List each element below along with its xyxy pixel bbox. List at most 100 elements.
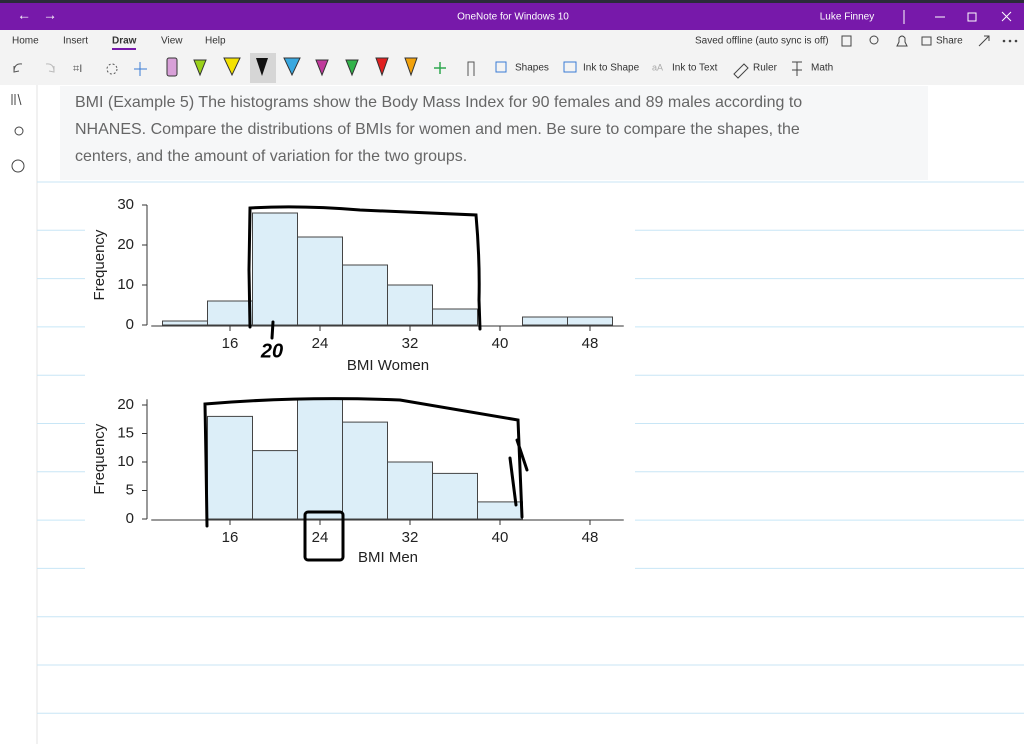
highlighter[interactable] xyxy=(223,57,241,77)
recent-icon[interactable] xyxy=(11,159,25,173)
histogram-bar xyxy=(342,264,388,326)
tool-label[interactable]: Math xyxy=(811,63,833,74)
y-tick-label: 10 xyxy=(117,453,134,470)
math-icon[interactable] xyxy=(792,61,802,76)
menu-tab[interactable]: Draw xyxy=(112,36,137,47)
question-box xyxy=(60,86,928,180)
fullscreen-icon[interactable] xyxy=(978,35,990,47)
share-button[interactable]: Share xyxy=(936,36,963,47)
pen-tray xyxy=(166,53,446,83)
x-axis-label: BMI Men xyxy=(358,549,418,566)
x-tick-label: 48 xyxy=(582,529,599,546)
notebook-icon[interactable] xyxy=(841,35,852,47)
y-tick-label: 20 xyxy=(117,396,134,413)
histogram-bar xyxy=(387,461,433,520)
tool-label[interactable]: Ruler xyxy=(753,63,778,74)
search-icon[interactable] xyxy=(14,126,24,136)
restore-button[interactable] xyxy=(967,12,977,22)
x-tick-label: 16 xyxy=(222,529,239,546)
histogram-bar xyxy=(252,212,298,326)
redo-button[interactable] xyxy=(45,63,55,73)
title-bar xyxy=(0,0,1024,30)
x-tick-label: 24 xyxy=(312,529,329,546)
pen[interactable] xyxy=(345,59,359,77)
window-title: OneNote for Windows 10 xyxy=(457,12,569,23)
notebooks-icon[interactable] xyxy=(11,93,22,106)
x-tick-label: 32 xyxy=(402,529,419,546)
pen[interactable] xyxy=(193,59,207,77)
undo-button[interactable] xyxy=(13,63,23,73)
tool-label: Ink to Text xyxy=(672,63,718,74)
tool-label[interactable]: Shapes xyxy=(515,63,549,74)
histogram-bar xyxy=(297,236,343,326)
shapes-icon[interactable] xyxy=(495,61,507,73)
y-tick-label: 10 xyxy=(117,276,134,293)
histogram-bar xyxy=(252,450,298,520)
space-icon[interactable] xyxy=(134,62,147,76)
histogram-bar xyxy=(207,300,253,326)
menu-bar: Home Insert Draw View Help xyxy=(12,36,226,47)
notifications-icon[interactable] xyxy=(896,35,908,47)
user-name[interactable]: Luke Finney xyxy=(820,12,874,23)
histogram-bar xyxy=(567,316,613,326)
x-tick-label: 40 xyxy=(492,335,509,352)
y-tick-label: 15 xyxy=(117,424,134,441)
lasso-icon[interactable] xyxy=(106,63,118,75)
touch-draw-icon[interactable] xyxy=(467,61,475,76)
menu-tab[interactable]: View xyxy=(161,36,183,47)
x-axis-label: BMI Women xyxy=(347,357,429,374)
histogram-bar xyxy=(297,398,343,520)
add-pen-button[interactable] xyxy=(434,62,446,74)
back-button[interactable]: ← xyxy=(17,7,31,23)
pen[interactable] xyxy=(404,57,418,77)
histogram-bar xyxy=(387,284,433,326)
y-axis-label: Frequency xyxy=(91,423,108,494)
type-select-icon[interactable]: ⌗I xyxy=(73,63,82,75)
histogram-bar xyxy=(342,421,388,520)
sync-status: Saved offline (auto sync is off) xyxy=(695,36,829,47)
x-tick-label: 16 xyxy=(222,335,239,352)
y-tick-label: 5 xyxy=(126,481,134,498)
histogram-bar xyxy=(207,415,253,520)
close-button[interactable] xyxy=(1001,11,1012,22)
x-tick-label: 32 xyxy=(402,335,419,352)
more-button[interactable] xyxy=(1002,39,1018,43)
ink-annotation: 20 xyxy=(260,340,283,362)
pen[interactable] xyxy=(375,57,389,77)
histogram-bar xyxy=(162,320,208,326)
tool-labels: Shapes Ink to Shape Ink to Text Ruler Math xyxy=(515,63,833,74)
ink-to-text-icon: aA xyxy=(652,62,663,72)
menu-tab[interactable]: Insert xyxy=(63,36,88,47)
y-axis-label: Frequency xyxy=(91,229,108,300)
y-tick-label: 20 xyxy=(117,236,134,253)
top-strip xyxy=(0,0,1024,3)
ink-bracket xyxy=(203,397,529,528)
question-line: centers, and the amount of variation for… xyxy=(75,148,467,165)
share-icon[interactable] xyxy=(921,36,932,46)
ink-bracket xyxy=(247,205,482,331)
ink xyxy=(203,205,529,562)
y-tick-label: 0 xyxy=(126,316,134,333)
pen[interactable] xyxy=(256,58,268,76)
pen[interactable] xyxy=(315,59,329,77)
menu-tab[interactable]: Help xyxy=(205,36,226,47)
sidebar xyxy=(0,85,37,744)
question-line: BMI (Example 5) The histograms show the … xyxy=(75,94,802,111)
ink-box xyxy=(303,510,345,562)
x-tick-label: 24 xyxy=(312,335,329,352)
histogram-bar xyxy=(432,308,478,326)
histogram-bar xyxy=(432,472,478,520)
ink-to-shape-icon[interactable] xyxy=(563,61,577,73)
menu-tab[interactable]: Home xyxy=(12,36,39,47)
histogram-bar xyxy=(522,316,568,326)
x-tick-label: 48 xyxy=(582,335,599,352)
highlighter[interactable] xyxy=(283,57,301,77)
forward-button[interactable]: → xyxy=(43,7,57,23)
x-tick-label: 40 xyxy=(492,529,509,546)
ruler-icon[interactable] xyxy=(733,63,749,79)
pen[interactable] xyxy=(166,57,178,77)
tool-label[interactable]: Ink to Shape xyxy=(583,63,640,74)
tips-icon[interactable] xyxy=(869,35,879,45)
ink-stroke xyxy=(270,320,275,340)
